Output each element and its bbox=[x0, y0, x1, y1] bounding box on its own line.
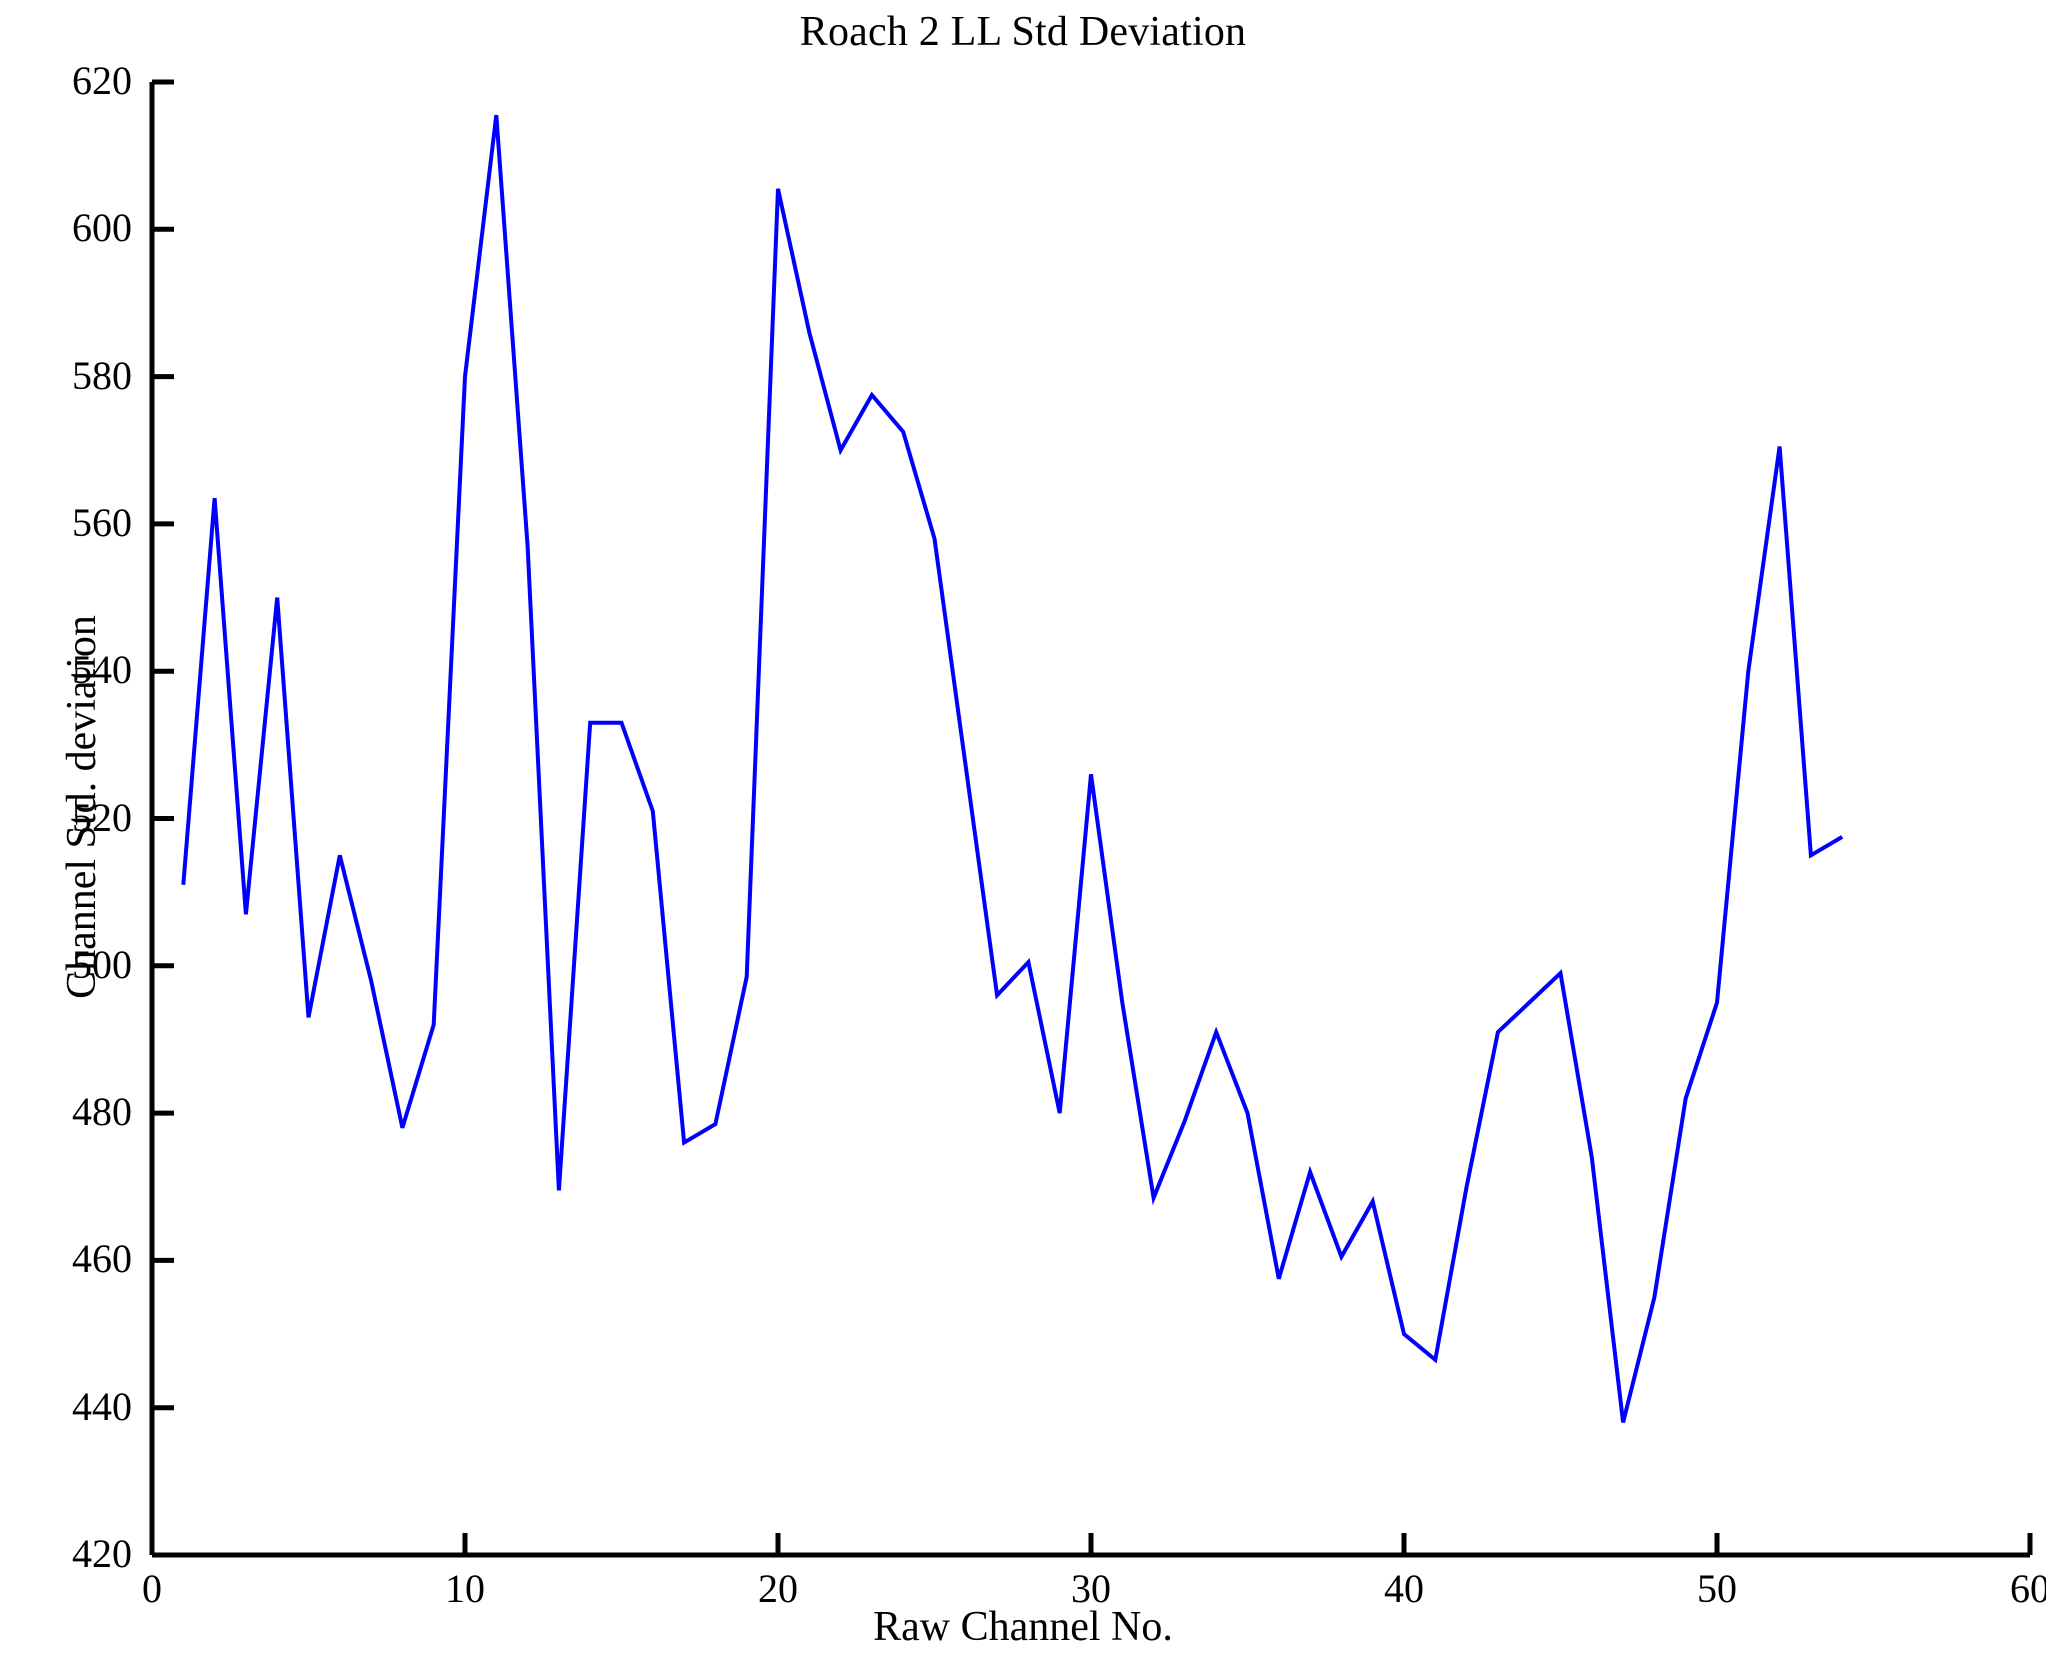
x-tick-label: 30 bbox=[1071, 1566, 1111, 1611]
chart-title: Roach 2 LL Std Deviation bbox=[799, 9, 1247, 55]
axis-spines bbox=[149, 82, 2030, 1558]
x-tick-label: 0 bbox=[142, 1566, 162, 1611]
y-tick-label: 480 bbox=[72, 1089, 132, 1135]
x-tick-label: 40 bbox=[1384, 1566, 1424, 1611]
y-tick-label: 620 bbox=[72, 58, 132, 103]
y-tick-label: 560 bbox=[72, 499, 132, 545]
y-axis-label: Channel Std. deviation bbox=[59, 615, 105, 999]
y-tick-label: 540 bbox=[72, 647, 132, 693]
x-axis-label: Raw Channel No. bbox=[873, 1604, 1173, 1650]
y-tick-label: 580 bbox=[72, 352, 132, 398]
y-tick-label: 600 bbox=[72, 205, 132, 251]
y-tick-label: 420 bbox=[72, 1531, 132, 1576]
data-series-line bbox=[181, 114, 1844, 1423]
y-tick-marks bbox=[152, 79, 174, 1558]
x-tick-label: 20 bbox=[758, 1566, 798, 1611]
x-tick-label: 10 bbox=[445, 1566, 485, 1611]
y-tick-label: 520 bbox=[72, 794, 132, 840]
y-tick-label: 500 bbox=[72, 941, 132, 987]
x-tick-label: 50 bbox=[1697, 1566, 1737, 1611]
y-tick-label: 460 bbox=[72, 1236, 132, 1282]
x-tick-label: 60 bbox=[2010, 1566, 2046, 1611]
y-tick-label: 440 bbox=[72, 1383, 132, 1429]
x-tick-marks bbox=[149, 1533, 2033, 1555]
